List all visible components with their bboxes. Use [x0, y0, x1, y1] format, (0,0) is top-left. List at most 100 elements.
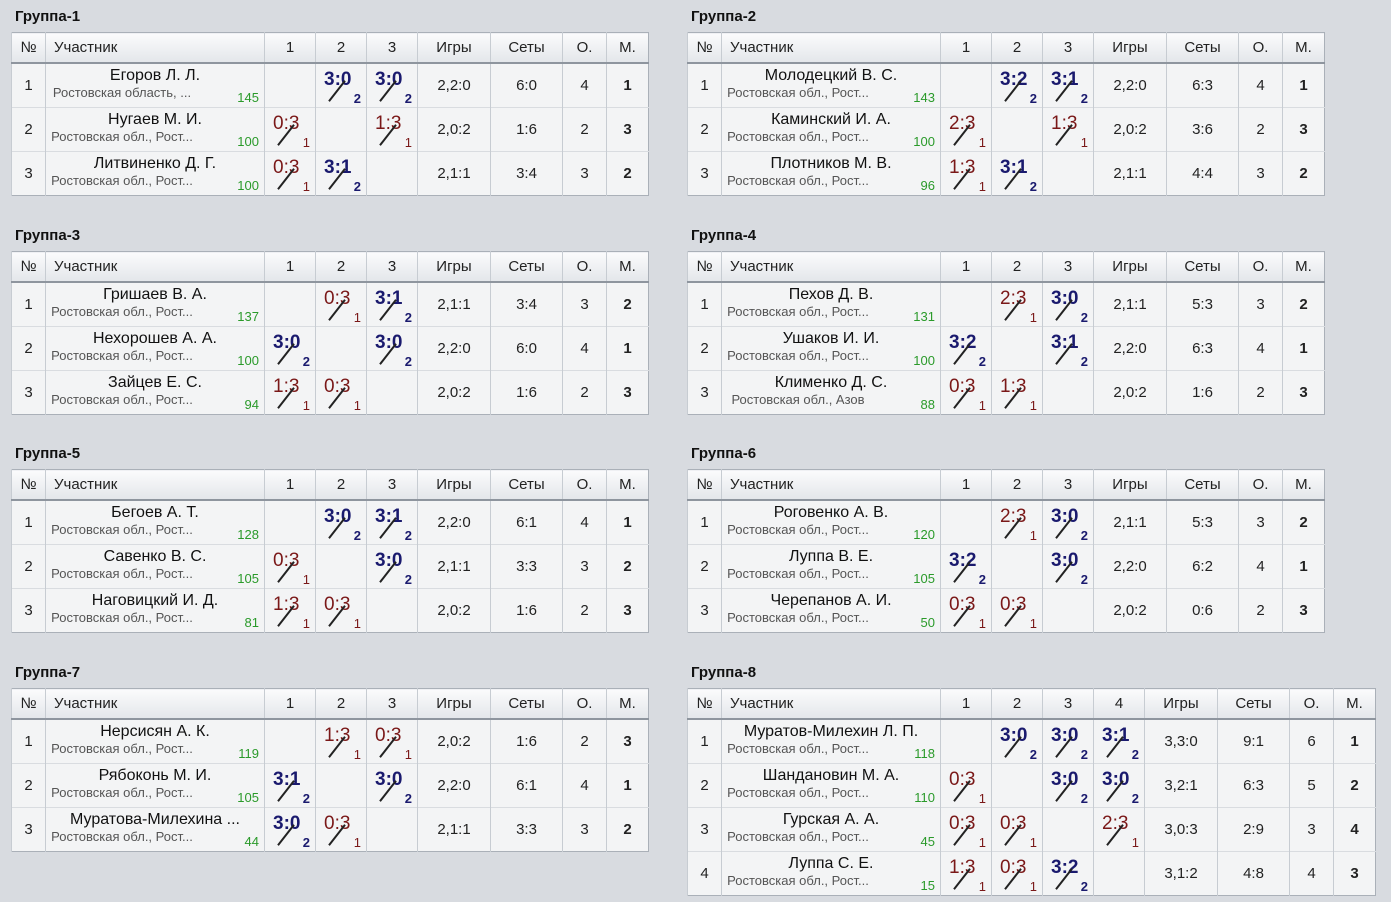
match-result-cell[interactable]: 1:3 1: [264, 588, 316, 633]
player-row[interactable]: 3 Муратова-Милехина ... Ростовская обл., Р…: [11, 807, 649, 852]
player-name[interactable]: Черепанов А. И.: [770, 592, 892, 609]
player-name[interactable]: Каминский И. А.: [771, 111, 891, 128]
participant-cell[interactable]: Роговенко А. В. Ростовская обл., Рост... 1…: [721, 499, 941, 545]
match-result-cell[interactable]: 3:0 2: [1042, 499, 1094, 545]
player-row[interactable]: 2 Луппа В. Е. Ростовская обл., Рост... 105 3…: [687, 544, 1325, 589]
match-result-cell[interactable]: 0:3 1: [991, 851, 1043, 896]
match-result-cell[interactable]: 1:3 1: [991, 370, 1043, 415]
player-row[interactable]: 1 Нерсисян А. К. Ростовская обл., Рост... 1…: [11, 718, 649, 764]
match-result-cell[interactable]: 3:1 2: [315, 151, 367, 196]
participant-cell[interactable]: Муратов-Милехин Л. П. Ростовская обл., Ро…: [721, 718, 941, 764]
player-name[interactable]: Муратова-Милехина ...: [70, 811, 240, 828]
match-result-cell[interactable]: 3:1 2: [991, 151, 1043, 196]
match-result-cell[interactable]: 3:0 2: [366, 763, 418, 808]
player-name[interactable]: Ушаков И. И.: [782, 330, 880, 347]
player-name[interactable]: Муратов-Милехин Л. П.: [743, 723, 919, 740]
player-row[interactable]: 1 Пехов Д. В. Ростовская обл., Рост... 131 2…: [687, 281, 1325, 327]
match-result-cell[interactable]: 1:3 1: [366, 107, 418, 152]
match-result-cell[interactable]: 2:3 1: [991, 499, 1043, 545]
match-result-cell[interactable]: 0:3 1: [264, 151, 316, 196]
match-result-cell[interactable]: 1:3 1: [940, 851, 992, 896]
match-result-cell[interactable]: 1:3 1: [315, 718, 367, 764]
match-result-cell[interactable]: 0:3 1: [315, 370, 367, 415]
match-result-cell[interactable]: 2:3 1: [991, 281, 1043, 327]
match-result-cell[interactable]: 3:0 2: [1042, 281, 1094, 327]
player-name[interactable]: Роговенко А. В.: [773, 504, 889, 521]
player-name[interactable]: Молодецкий В. С.: [764, 67, 898, 84]
player-name[interactable]: Наговицкий И. Д.: [91, 592, 219, 609]
match-result-cell[interactable]: 3:1 2: [366, 281, 418, 327]
match-result-cell[interactable]: 3:0 2: [1042, 544, 1094, 589]
player-name[interactable]: Бегоев А. Т.: [111, 504, 199, 521]
match-result-cell[interactable]: 3:1 2: [1042, 326, 1094, 371]
match-result-cell[interactable]: 3:2 2: [940, 544, 992, 589]
match-result-cell[interactable]: 3:1 2: [264, 763, 316, 808]
player-row[interactable]: 2 Ушаков И. И. Ростовская обл., Рост... 100…: [687, 326, 1325, 371]
match-result-cell[interactable]: 3:0 2: [366, 326, 418, 371]
player-row[interactable]: 3 Черепанов А. И. Ростовская обл., Рост...…: [687, 588, 1325, 633]
participant-cell[interactable]: Егоров Л. Л. Ростовская область, ... 145: [45, 62, 265, 108]
match-result-cell[interactable]: 3:0 2: [366, 62, 418, 108]
participant-cell[interactable]: Луппа С. Е. Ростовская обл., Рост... 15: [721, 851, 941, 896]
player-row[interactable]: 1 Бегоев А. Т. Ростовская обл., Рост... 128…: [11, 499, 649, 545]
player-row[interactable]: 2 Каминский И. А. Ростовская обл., Рост...…: [687, 107, 1325, 152]
match-result-cell[interactable]: 3:0 2: [1093, 763, 1145, 808]
participant-cell[interactable]: Плотников М. В. Ростовская обл., Рост... 9…: [721, 151, 941, 196]
participant-cell[interactable]: Нерсисян А. К. Ростовская обл., Рост... 11…: [45, 718, 265, 764]
player-name[interactable]: Пехов Д. В.: [788, 286, 874, 303]
participant-cell[interactable]: Пехов Д. В. Ростовская обл., Рост... 131: [721, 281, 941, 327]
match-result-cell[interactable]: 0:3 1: [315, 281, 367, 327]
player-row[interactable]: 2 Нехорошев А. А. Ростовская обл., Рост...…: [11, 326, 649, 371]
player-row[interactable]: 2 Рябоконь М. И. Ростовская обл., Рост... 1…: [11, 763, 649, 808]
match-result-cell[interactable]: 3:0 2: [991, 718, 1043, 764]
match-result-cell[interactable]: 3:2 2: [940, 326, 992, 371]
participant-cell[interactable]: Савенко В. С. Ростовская обл., Рост... 105: [45, 544, 265, 589]
player-name[interactable]: Нугаев М. И.: [108, 111, 202, 128]
player-row[interactable]: 3 Литвиненко Д. Г. Ростовская обл., Рост..…: [11, 151, 649, 196]
player-name[interactable]: Шандановин М. А.: [762, 767, 900, 784]
player-row[interactable]: 1 Роговенко А. В. Ростовская обл., Рост...…: [687, 499, 1325, 545]
participant-cell[interactable]: Нехорошев А. А. Ростовская обл., Рост... 1…: [45, 326, 265, 371]
participant-cell[interactable]: Гурская А. А. Ростовская обл., Рост... 45: [721, 807, 941, 852]
match-result-cell[interactable]: 3:0 2: [366, 544, 418, 589]
player-row[interactable]: 3 Клименко Д. С. Ростовская обл., Азов 88 0:…: [687, 370, 1325, 415]
player-row[interactable]: 1 Муратов-Милехин Л. П. Ростовская обл., Р…: [687, 718, 1376, 764]
participant-cell[interactable]: Молодецкий В. С. Ростовская обл., Рост...…: [721, 62, 941, 108]
match-result-cell[interactable]: 0:3 1: [315, 807, 367, 852]
match-result-cell[interactable]: 1:3 1: [1042, 107, 1094, 152]
player-row[interactable]: 2 Савенко В. С. Ростовская обл., Рост... 10…: [11, 544, 649, 589]
participant-cell[interactable]: Черепанов А. И. Ростовская обл., Рост... 5…: [721, 588, 941, 633]
player-row[interactable]: 4 Луппа С. Е. Ростовская обл., Рост... 15 1:…: [687, 851, 1376, 896]
match-result-cell[interactable]: 3:0 2: [315, 499, 367, 545]
match-result-cell[interactable]: 0:3 1: [940, 763, 992, 808]
match-result-cell[interactable]: 3:0 2: [264, 326, 316, 371]
participant-cell[interactable]: Клименко Д. С. Ростовская обл., Азов 88: [721, 370, 941, 415]
match-result-cell[interactable]: 0:3 1: [264, 107, 316, 152]
match-result-cell[interactable]: 0:3 1: [991, 588, 1043, 633]
match-result-cell[interactable]: 1:3 1: [940, 151, 992, 196]
match-result-cell[interactable]: 3:0 2: [315, 62, 367, 108]
player-row[interactable]: 3 Гурская А. А. Ростовская обл., Рост... 45…: [687, 807, 1376, 852]
player-name[interactable]: Луппа В. Е.: [788, 548, 874, 565]
match-result-cell[interactable]: 3:1 2: [1093, 718, 1145, 764]
participant-cell[interactable]: Каминский И. А. Ростовская обл., Рост... 1…: [721, 107, 941, 152]
participant-cell[interactable]: Бегоев А. Т. Ростовская обл., Рост... 128: [45, 499, 265, 545]
match-result-cell[interactable]: 1:3 1: [264, 370, 316, 415]
match-result-cell[interactable]: 0:3 1: [991, 807, 1043, 852]
match-result-cell[interactable]: 0:3 1: [940, 588, 992, 633]
player-name[interactable]: Рябоконь М. И.: [98, 767, 212, 784]
player-row[interactable]: 3 Зайцев Е. С. Ростовская обл., Рост... 94 1…: [11, 370, 649, 415]
player-name[interactable]: Клименко Д. С.: [774, 374, 888, 391]
player-row[interactable]: 3 Наговицкий И. Д. Ростовская обл., Рост..…: [11, 588, 649, 633]
player-name[interactable]: Луппа С. Е.: [788, 855, 874, 872]
match-result-cell[interactable]: 0:3 1: [940, 370, 992, 415]
participant-cell[interactable]: Наговицкий И. Д. Ростовская обл., Рост...…: [45, 588, 265, 633]
player-name[interactable]: Плотников М. В.: [770, 155, 892, 172]
player-name[interactable]: Зайцев Е. С.: [108, 374, 202, 391]
participant-cell[interactable]: Муратова-Милехина ... Ростовская обл., Ро…: [45, 807, 265, 852]
player-row[interactable]: 1 Егоров Л. Л. Ростовская область, ... 145 3…: [11, 62, 649, 108]
player-row[interactable]: 1 Гришаев В. А. Ростовская обл., Рост... 13…: [11, 281, 649, 327]
match-result-cell[interactable]: 0:3 1: [366, 718, 418, 764]
match-result-cell[interactable]: 3:2 2: [991, 62, 1043, 108]
match-result-cell[interactable]: 0:3 1: [940, 807, 992, 852]
